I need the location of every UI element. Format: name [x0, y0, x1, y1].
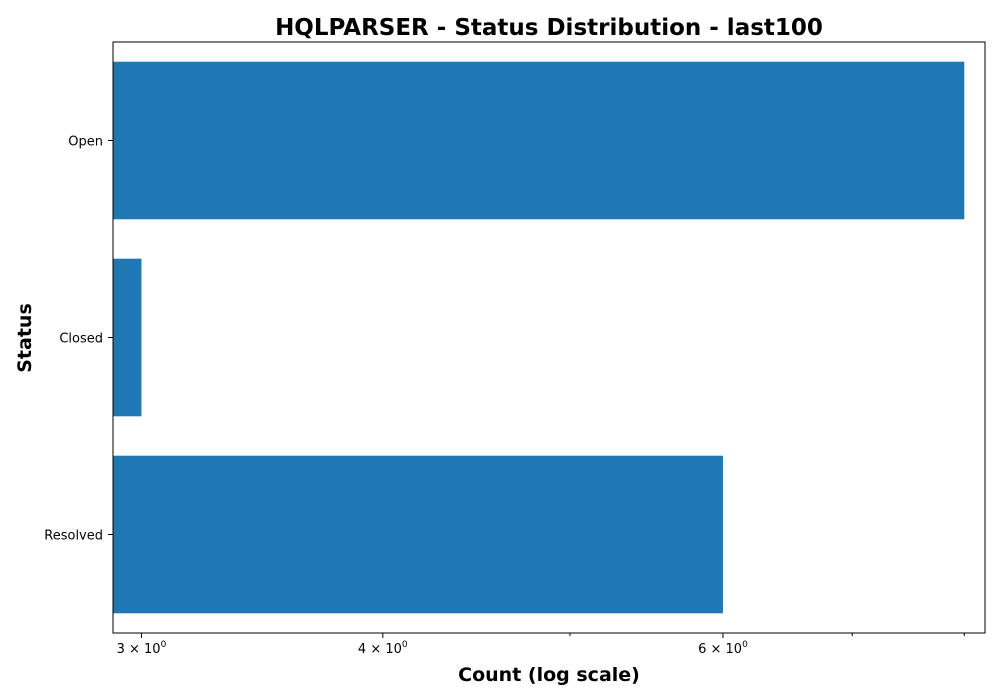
y-tick-label-resolved: Resolved [44, 529, 103, 544]
y-tick-label-closed: Closed [59, 332, 103, 347]
bar-resolved [113, 455, 723, 614]
x-tick-label: 3 × 100 [117, 640, 167, 657]
x-axis-label: Count (log scale) [458, 664, 640, 686]
y-axis-label: Status [14, 303, 36, 373]
bar-open [113, 61, 965, 220]
y-ticks-group: Open Closed Resolved [44, 135, 113, 544]
chart-title: HQLPARSER - Status Distribution - last10… [275, 15, 823, 41]
bar-closed [113, 258, 142, 417]
x-tick-label: 4 × 100 [358, 640, 408, 657]
plot-frame [112, 41, 986, 634]
bars-group [113, 61, 965, 614]
x-tick-label: 6 × 100 [698, 640, 748, 657]
x-ticks-group: 3 × 100 4 × 100 6 × 100 [117, 633, 965, 657]
y-tick-label-open: Open [68, 135, 103, 150]
